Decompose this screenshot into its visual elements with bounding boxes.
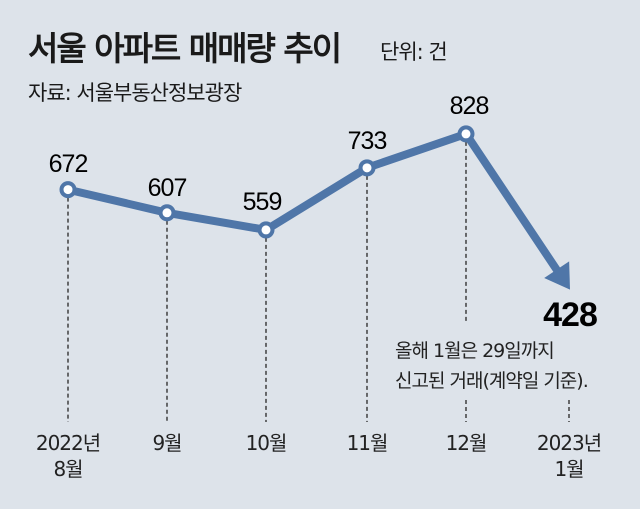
x-tick-label: 10월: [246, 431, 287, 455]
x-tick-label: 11월: [347, 431, 388, 455]
source-label: 자료: 서울부동산정보광장: [28, 81, 242, 105]
arrow-head: [544, 261, 570, 290]
value-label: 607: [148, 174, 187, 202]
data-point: [158, 204, 176, 222]
value-label: 672: [49, 150, 88, 178]
annotation-text: 신고된 거래(계약일 기준).: [395, 370, 588, 392]
value-label: 828: [450, 92, 489, 120]
data-point: [358, 159, 376, 177]
x-tick-label: 2023년: [537, 431, 601, 455]
x-tick-label: 1월: [554, 457, 583, 481]
x-tick-label: 12월: [446, 431, 487, 455]
x-tick-label: 9월: [152, 431, 181, 455]
series-line: [67, 129, 564, 277]
unit-label: 단위: 건: [380, 40, 448, 64]
value-label: 428: [543, 296, 597, 334]
x-tick-label: 2022년: [36, 431, 100, 455]
data-point: [59, 181, 77, 199]
chart-title: 서울 아파트 매매량 추이: [28, 29, 342, 68]
x-tick-label: 8월: [53, 457, 82, 481]
value-label: 733: [348, 127, 387, 155]
data-point: [257, 221, 275, 239]
annotation-text: 올해 1월은 29일까지: [395, 340, 554, 362]
data-point: [457, 125, 475, 143]
value-label: 559: [243, 188, 282, 216]
